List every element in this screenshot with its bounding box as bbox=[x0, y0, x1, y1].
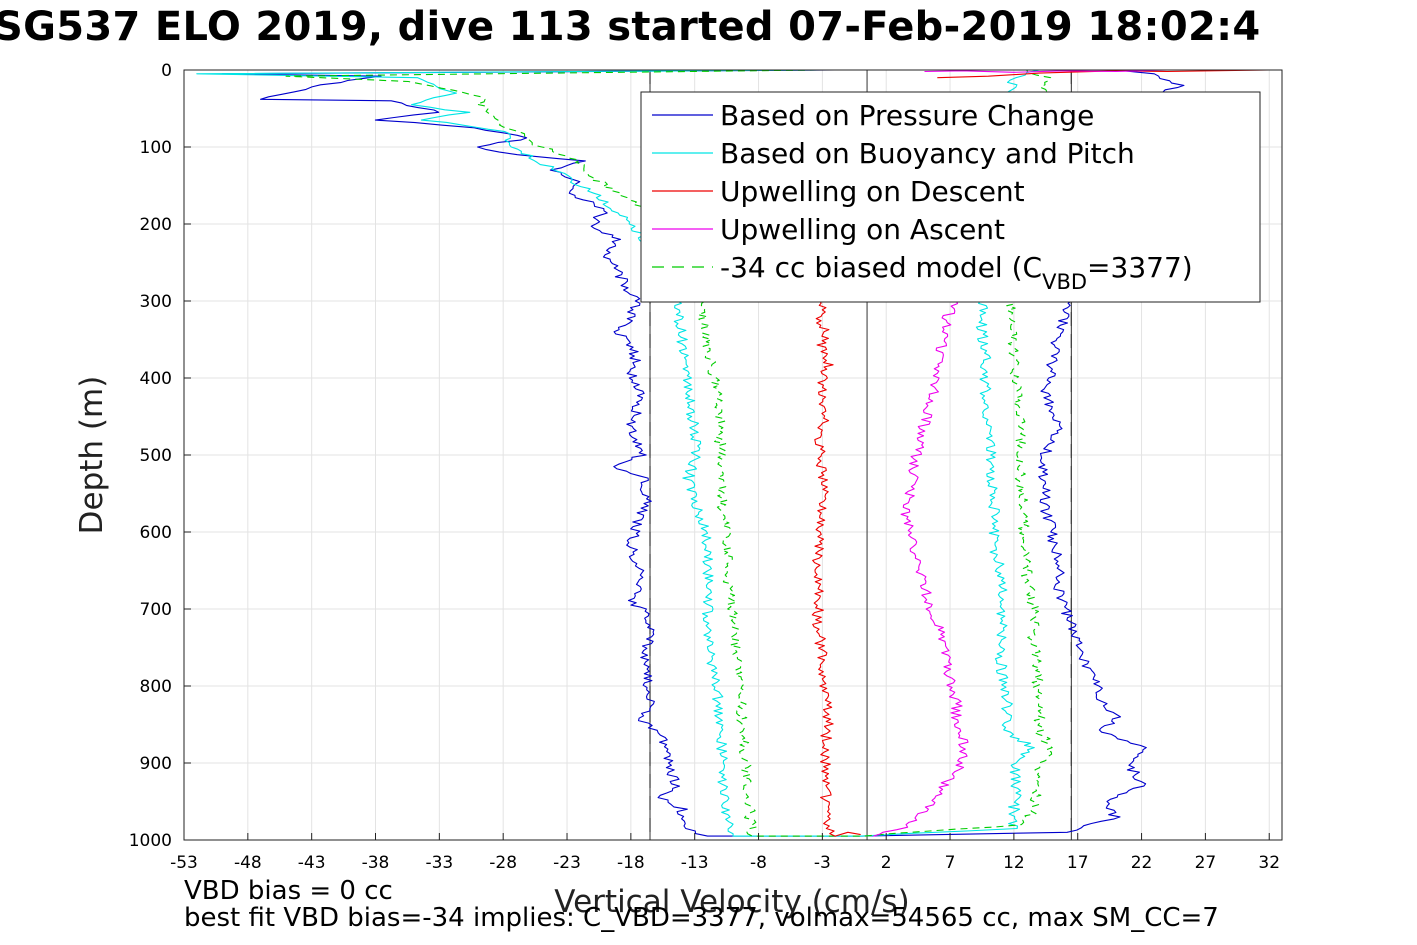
y-axis-label: Depth (m) bbox=[74, 376, 110, 535]
x-tick-label: -23 bbox=[553, 853, 581, 873]
legend-entry: Based on Pressure Change bbox=[720, 99, 1094, 132]
y-axis-ticks: 0 100 200 300 400 500 600 700 800 900 1000 bbox=[129, 61, 191, 851]
series-line bbox=[196, 69, 1040, 837]
series-layer bbox=[196, 69, 1270, 837]
x-tick-label: -48 bbox=[234, 853, 262, 873]
y-tick-label: 200 bbox=[140, 215, 172, 235]
x-tick-label: -13 bbox=[681, 853, 709, 873]
legend-entry: Upwelling on Descent bbox=[720, 175, 1025, 208]
footer-line-2: best fit VBD bias=-34 implies: C_VBD=337… bbox=[184, 903, 1219, 933]
legend-box bbox=[640, 91, 1261, 303]
y-tick-label: 700 bbox=[140, 600, 172, 620]
x-axis-ticks: -53 -48 -43 -38 -33 -28 -23 -18 -13 -8 -3 2 7 12 17 22 2… bbox=[170, 833, 1280, 873]
y-tick-label: 0 bbox=[161, 61, 172, 81]
legend-label: -34 cc biased model (C bbox=[720, 251, 1042, 284]
legend-label: Upwelling on Ascent bbox=[720, 213, 1005, 246]
y-tick-label: 100 bbox=[140, 138, 172, 158]
x-tick-label: 17 bbox=[1067, 853, 1089, 873]
series-line bbox=[221, 69, 1185, 837]
y-tick-label: 900 bbox=[140, 754, 172, 774]
legend-entry: Based on Buoyancy and Pitch bbox=[720, 137, 1135, 170]
x-tick-label: -28 bbox=[489, 853, 517, 873]
y-tick-label: 800 bbox=[140, 677, 172, 697]
legend-label: Based on Pressure Change bbox=[720, 99, 1094, 132]
footer-notes: VBD bias = 0 cc best fit VBD bias=-34 im… bbox=[184, 878, 1219, 932]
y-tick-label: 500 bbox=[140, 446, 172, 466]
x-tick-label: -53 bbox=[170, 853, 198, 873]
y-tick-label: 1000 bbox=[129, 831, 172, 851]
series-line bbox=[811, 300, 861, 837]
x-tick-label: 32 bbox=[1258, 853, 1280, 873]
chart-title: SG537 ELO 2019, dive 113 started 07-Feb-… bbox=[0, 4, 1261, 50]
x-tick-label: -8 bbox=[750, 853, 767, 873]
x-tick-label: -43 bbox=[298, 853, 326, 873]
y-tick-label: 600 bbox=[140, 523, 172, 543]
x-tick-label: 7 bbox=[945, 853, 956, 873]
x-tick-label: -33 bbox=[425, 853, 453, 873]
footer-line-1: VBD bias = 0 cc bbox=[184, 876, 393, 906]
x-tick-label: -18 bbox=[617, 853, 645, 873]
legend-label-tail: =3377) bbox=[1087, 251, 1193, 284]
series-line bbox=[937, 69, 1270, 79]
legend: Based on Pressure Change Based on Buoyanc… bbox=[640, 91, 1261, 303]
x-axis-label: Vertical Velocity (cm/s) bbox=[554, 884, 909, 920]
x-tick-label: 2 bbox=[881, 853, 892, 873]
x-tick-label: 27 bbox=[1195, 853, 1217, 873]
series-line bbox=[924, 69, 1168, 73]
x-tick-label: -38 bbox=[362, 853, 390, 873]
y-tick-label: 300 bbox=[140, 292, 172, 312]
x-tick-label: -3 bbox=[814, 853, 831, 873]
x-tick-label: 12 bbox=[1003, 853, 1025, 873]
series-line bbox=[873, 300, 969, 837]
y-tick-label: 400 bbox=[140, 369, 172, 389]
series-line bbox=[285, 69, 1053, 837]
legend-entry: -34 cc biased model (CVBD=3377) bbox=[720, 251, 1193, 294]
legend-label-subscript: VBD bbox=[1042, 270, 1087, 294]
x-tick-label: 22 bbox=[1131, 853, 1153, 873]
legend-entry: Upwelling on Ascent bbox=[720, 213, 1005, 246]
legend-label: Upwelling on Descent bbox=[720, 175, 1025, 208]
legend-label: Based on Buoyancy and Pitch bbox=[720, 137, 1135, 170]
